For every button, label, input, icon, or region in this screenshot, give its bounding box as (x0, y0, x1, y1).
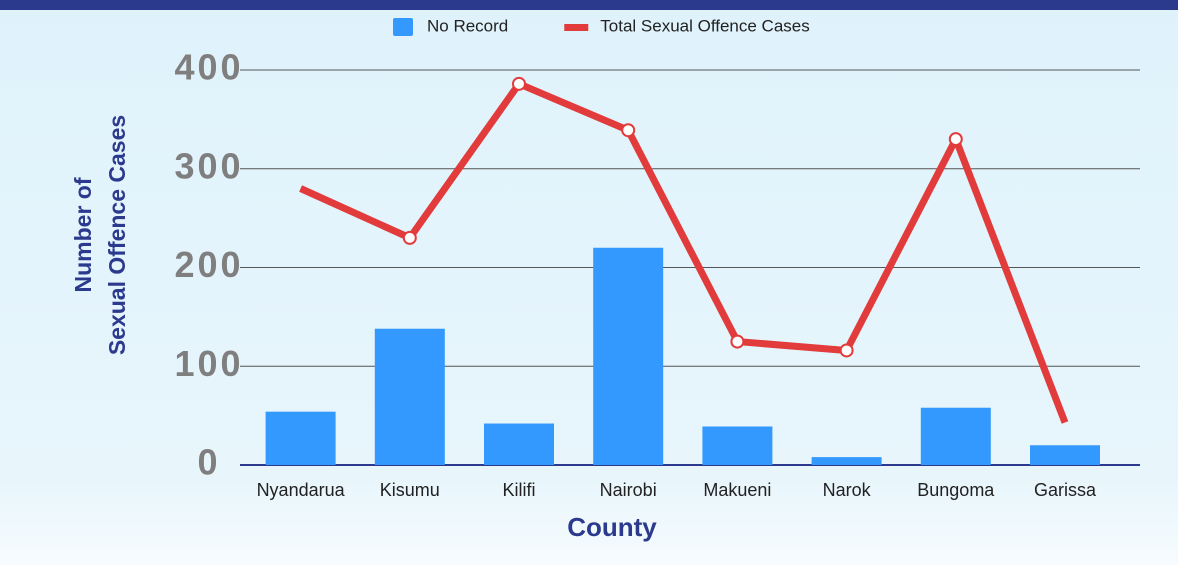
x-axis-title: County (567, 512, 657, 542)
line (299, 80, 1069, 424)
line-marker (730, 334, 745, 349)
y-tick-label: 0 (197, 442, 220, 483)
x-tick-label: Nyandarua (257, 480, 346, 500)
bar (374, 328, 445, 465)
x-tick-label: Garissa (1034, 480, 1097, 500)
y-tick-label: 300 (174, 145, 243, 186)
x-tick-label: Nairobi (600, 480, 657, 500)
y-tick-label: 100 (174, 343, 243, 384)
x-tick-label: Narok (823, 480, 872, 500)
bar (265, 411, 336, 465)
line-marker (621, 123, 636, 138)
bar (811, 457, 882, 465)
x-tick-label: Bungoma (917, 480, 995, 500)
x-tick-label: Kilifi (502, 480, 535, 500)
line-marker (402, 230, 417, 245)
y-axis-title-line: Sexual Offence Cases (104, 115, 130, 355)
line-marker (948, 132, 963, 147)
bar (920, 407, 991, 465)
line-marker (839, 343, 854, 358)
legend-label: No Record (427, 16, 508, 35)
y-axis-title: Number of Sexual Offence Cases (70, 115, 130, 355)
bar (593, 247, 664, 465)
bar (484, 423, 554, 465)
line-marker (512, 76, 526, 91)
legend-swatch (393, 18, 413, 36)
header-band (0, 0, 1178, 10)
y-tick-label: 200 (174, 244, 243, 285)
y-tick-label: 400 (174, 47, 243, 88)
bar (1030, 445, 1100, 465)
y-axis-title-line: Number of (70, 177, 96, 292)
x-tick-label: Makueni (703, 480, 771, 500)
legend-swatch (564, 24, 589, 31)
x-tick-label: Kisumu (380, 480, 440, 500)
bar (702, 426, 773, 465)
legend-label: Total Sexual Offence Cases (600, 16, 809, 35)
